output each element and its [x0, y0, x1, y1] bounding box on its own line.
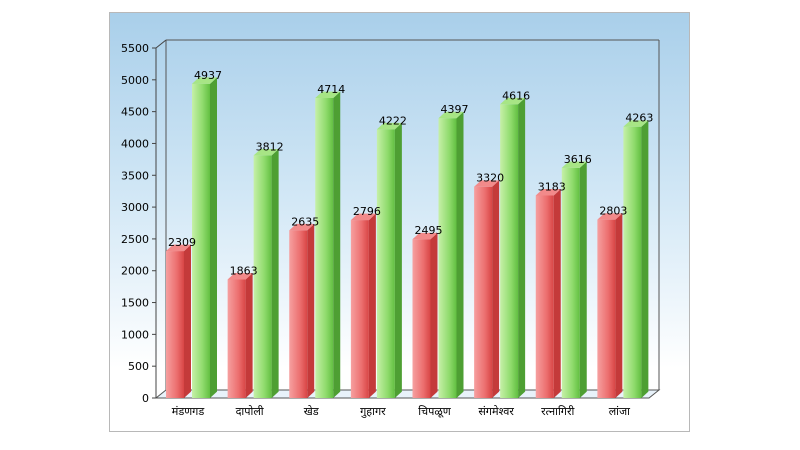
- bar-front: [561, 167, 580, 398]
- y-axis-top-connector: [155, 39, 167, 49]
- x-category-label: रत्नागिरी: [541, 405, 574, 418]
- bar-top: [500, 97, 526, 105]
- bar-front: [227, 279, 246, 398]
- data-label: 4222: [379, 114, 407, 127]
- y-tick-label: 4500: [121, 106, 149, 119]
- data-label: 3616: [564, 153, 592, 166]
- bars: [166, 77, 649, 399]
- bar-top: [350, 213, 376, 221]
- bar-side: [492, 180, 500, 398]
- bar-side: [641, 120, 649, 399]
- labels: 2309 4937 मंडणगड 1863 3812 दापोली 2635 4714 खेड 2…: [168, 69, 653, 419]
- bar-top: [561, 161, 587, 168]
- bar-top: [376, 122, 402, 130]
- y-tick-label: 4000: [121, 137, 149, 150]
- bar-side: [579, 161, 587, 398]
- bar-side: [615, 213, 623, 398]
- bar-top: [192, 77, 217, 84]
- bar-top: [289, 223, 315, 231]
- bar-front: [535, 195, 554, 398]
- data-label: 2796: [353, 205, 381, 218]
- x-category-label: गुहागर: [360, 405, 386, 418]
- data-label: 3320: [476, 172, 504, 185]
- y-tick-label: 5500: [121, 42, 149, 55]
- data-label: 1863: [230, 264, 258, 277]
- bar-top: [597, 213, 623, 220]
- bar-side: [333, 91, 341, 399]
- data-label: 3812: [256, 140, 284, 153]
- bar-front: [474, 186, 493, 398]
- y-tick-label: 0: [142, 392, 149, 405]
- data-label: 4616: [502, 89, 530, 102]
- x-category-label: दापोली: [236, 405, 264, 418]
- bar-top: [623, 120, 649, 127]
- y-tick-label: 1000: [121, 328, 149, 341]
- x-category-label: खेड: [304, 405, 319, 418]
- bar-front: [192, 83, 210, 398]
- bar-top: [166, 244, 191, 252]
- bar-top: [253, 149, 279, 156]
- bar-front: [623, 126, 642, 398]
- bar-side: [271, 149, 279, 398]
- y-tick-label: 2000: [121, 265, 149, 278]
- data-label: 4397: [441, 103, 469, 116]
- bar-top: [535, 189, 561, 196]
- bar-side: [245, 273, 253, 398]
- x-category-label: लांजा: [609, 405, 630, 418]
- bar-top: [315, 91, 341, 99]
- bar-front: [315, 98, 334, 398]
- bar-front: [253, 155, 272, 398]
- axes: 0 500 1000 1500 2000 2500 3000 3500 4000 4500 5000…: [121, 39, 661, 405]
- bar-side: [394, 122, 402, 398]
- data-label: 4937: [194, 69, 222, 82]
- bar-front: [500, 104, 519, 398]
- data-label: 4263: [625, 112, 653, 125]
- data-label: 2803: [599, 205, 627, 218]
- data-label: 2309: [168, 236, 196, 249]
- data-label: 2495: [415, 224, 443, 237]
- y-tick-label: 3500: [121, 169, 149, 182]
- y-tick-label: 500: [128, 360, 149, 373]
- bar-top: [438, 111, 464, 119]
- bar-side: [430, 232, 438, 398]
- bar-top: [227, 273, 253, 280]
- bar-front: [376, 129, 395, 398]
- y-tick-label: 1500: [121, 297, 149, 310]
- bar-front: [438, 118, 457, 398]
- bar-side: [210, 77, 217, 398]
- bar-top: [412, 232, 438, 240]
- bar-top: [474, 180, 500, 187]
- x-category-label: संगमेश्वर: [478, 405, 514, 418]
- y-tick-label: 5000: [121, 74, 149, 87]
- data-label: 4714: [317, 83, 345, 96]
- bar-front: [350, 220, 369, 398]
- bar-side: [307, 223, 315, 398]
- x-category-label: चिपळूण: [418, 405, 451, 419]
- y-tick-label: 3000: [121, 201, 149, 214]
- bar-side: [518, 97, 526, 398]
- bar-side: [456, 111, 464, 399]
- bar-front: [597, 219, 616, 398]
- y-tick-label: 2500: [121, 233, 149, 246]
- bar-side: [368, 213, 376, 398]
- data-label: 3183: [538, 180, 566, 193]
- bar-front: [166, 251, 184, 398]
- x-category-label: मंडणगड: [172, 405, 205, 418]
- bar-front: [412, 239, 431, 398]
- bar-front: [289, 230, 308, 398]
- data-label: 2635: [291, 215, 319, 228]
- bar-side: [184, 244, 191, 398]
- bar-side: [553, 189, 561, 398]
